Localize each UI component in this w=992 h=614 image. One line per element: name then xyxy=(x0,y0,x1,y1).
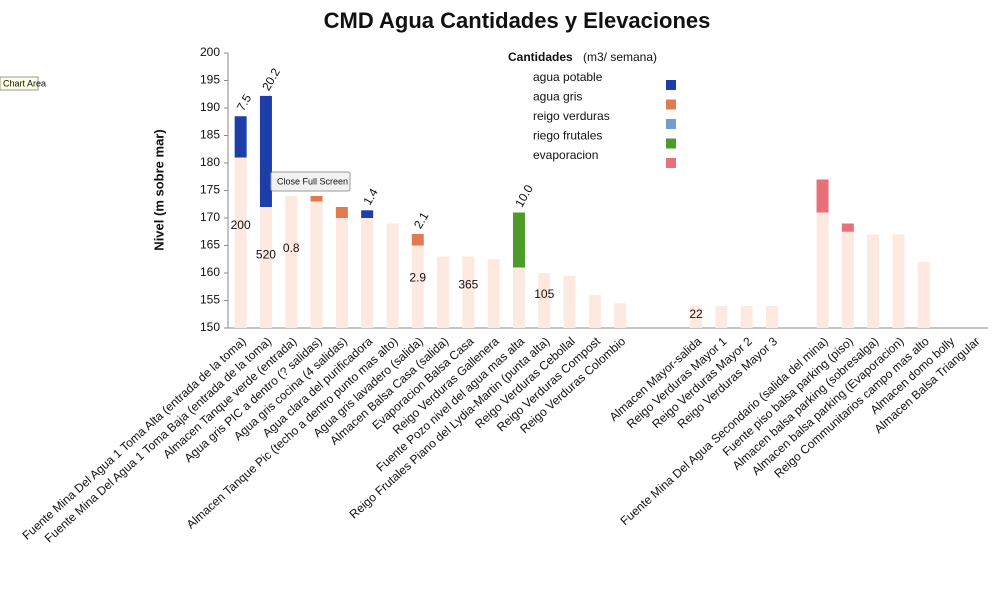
bar-segment xyxy=(588,295,601,328)
legend-label: reigo verduras xyxy=(533,109,610,123)
tooltip: Close Full Screen xyxy=(277,176,348,186)
y-tick-label: 200 xyxy=(200,45,220,59)
bar-segment xyxy=(690,306,703,328)
bar-segment xyxy=(715,306,728,328)
bar-segment xyxy=(867,234,880,328)
tooltip-box xyxy=(270,171,351,192)
bar-segment xyxy=(361,218,374,328)
bar-segment xyxy=(512,212,525,268)
bar-segment xyxy=(917,262,930,328)
annotation: 520 xyxy=(256,248,276,262)
y-tick-label: 195 xyxy=(200,73,220,87)
bar-segment xyxy=(841,223,854,232)
legend-swatch xyxy=(666,158,676,168)
bar-segment xyxy=(816,179,829,213)
y-tick-label: 190 xyxy=(200,100,220,114)
bar-segment xyxy=(335,218,348,328)
bar-segment xyxy=(538,273,551,328)
data-label: 20.2 xyxy=(259,65,283,93)
bar-segment xyxy=(765,306,778,328)
legend-label: agua gris xyxy=(533,90,582,104)
legend-swatch xyxy=(666,119,676,129)
legend-subtitle: (m3/ semana) xyxy=(583,50,657,64)
bar-segment xyxy=(563,275,576,328)
bar-segment xyxy=(361,210,374,218)
legend-swatch xyxy=(666,99,676,110)
bar-segment xyxy=(259,207,272,328)
bar-segment xyxy=(310,196,323,202)
y-tick-label: 165 xyxy=(200,238,220,252)
bar-segment xyxy=(512,267,525,328)
bar-segment xyxy=(234,116,247,158)
data-label: 7.5 xyxy=(234,92,255,114)
legend-label: evaporacion xyxy=(533,148,598,162)
annotation: 105 xyxy=(534,287,554,301)
data-label: 1.4 xyxy=(360,186,381,208)
y-tick-label: 180 xyxy=(200,155,220,169)
y-tick-label: 150 xyxy=(200,320,220,334)
legend-swatch xyxy=(666,138,676,149)
bar-segment xyxy=(816,212,829,328)
bar-segment xyxy=(285,196,298,328)
bar-segment xyxy=(259,95,272,207)
legend-label: agua potable xyxy=(533,70,603,84)
bar-segment xyxy=(437,256,450,328)
legend-label: riego frutales xyxy=(533,129,602,143)
bar-segment xyxy=(614,303,627,328)
y-tick-label: 170 xyxy=(200,210,220,224)
bar-segment xyxy=(310,201,323,328)
y-tick-label: 160 xyxy=(200,265,220,279)
legend-swatch xyxy=(666,80,676,90)
annotation: 200 xyxy=(231,218,251,232)
bar-segment xyxy=(487,259,500,328)
y-axis-label: Nivel (m sobre mar) xyxy=(151,129,166,250)
annotation: 0.8 xyxy=(283,241,300,255)
tooltip-box xyxy=(0,76,39,91)
bar-segment xyxy=(892,234,905,328)
legend-title: Cantidades xyxy=(508,50,573,64)
bar-segment xyxy=(740,306,753,328)
bar-segment xyxy=(411,245,424,328)
y-tick-label: 185 xyxy=(200,128,220,142)
annotation: 365 xyxy=(458,277,478,291)
y-tick-label: 155 xyxy=(200,293,220,307)
data-label: 10.0 xyxy=(512,182,536,210)
data-label: 2.1 xyxy=(411,209,432,231)
chart-title: CMD Agua Cantidades y Elevaciones xyxy=(324,8,711,33)
y-tick-label: 175 xyxy=(200,183,220,197)
bar-segment xyxy=(841,231,854,328)
bar-segment xyxy=(335,207,348,218)
tooltip: Chart Area xyxy=(3,78,46,88)
bar-segment xyxy=(234,157,247,328)
bar-segment xyxy=(462,256,475,328)
bar-segment xyxy=(386,223,399,328)
annotation: 2.9 xyxy=(409,271,426,285)
bar-segment xyxy=(411,233,424,246)
annotation: 22 xyxy=(689,307,703,321)
